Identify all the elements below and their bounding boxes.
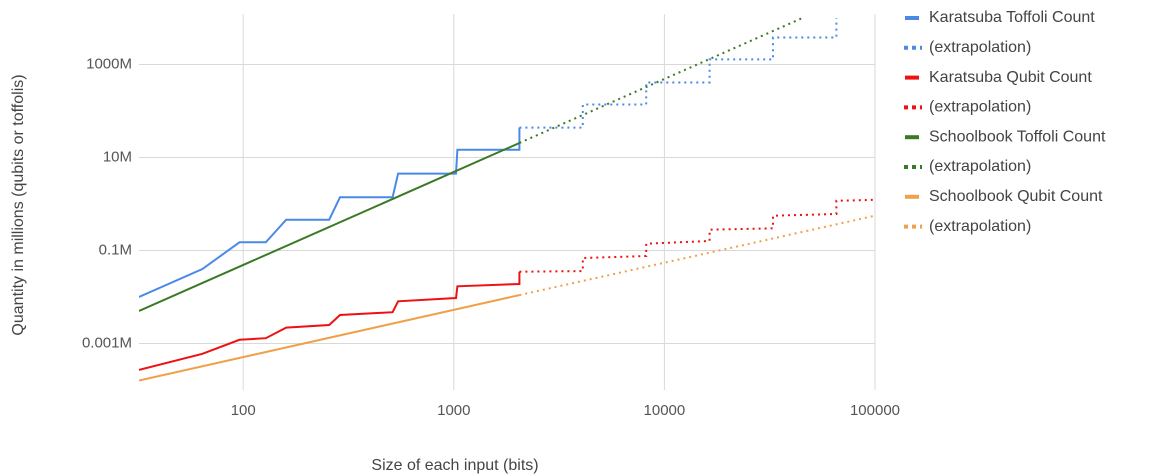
series-line [519, 18, 838, 129]
x-tick-label: 10000 [644, 402, 686, 419]
series-line [139, 142, 520, 312]
y-tick-label: 0.1M [99, 241, 132, 258]
series-line [139, 127, 521, 298]
legend-label: (extrapolation) [929, 39, 1031, 56]
x-axis-title: Size of each input (bits) [371, 457, 538, 474]
plot-lines [139, 17, 876, 382]
x-tick-label: 100000 [850, 402, 900, 419]
y-tick-label: 10M [103, 148, 132, 165]
legend-label: (extrapolation) [929, 218, 1031, 235]
series-line [139, 294, 520, 382]
series-line [518, 17, 803, 144]
y-tick-label: 0.001M [82, 334, 132, 351]
x-tick-label: 1000 [437, 402, 470, 419]
legend-label: (extrapolation) [929, 158, 1031, 175]
legend-label: Schoolbook Qubit Count [929, 188, 1103, 205]
series-line [519, 198, 876, 273]
series-line [139, 271, 521, 371]
legend-label: Karatsuba Toffoli Count [929, 9, 1095, 26]
y-axis-title: Quantity in millions (qubits or toffolis… [10, 74, 27, 335]
legend-label: Karatsuba Qubit Count [929, 69, 1092, 86]
legend-label: (extrapolation) [929, 99, 1031, 116]
legend-label: Schoolbook Toffoli Count [929, 128, 1106, 145]
grid: 100 1000 10000 100000 0.001M 0.1M 10M 1000M [82, 14, 900, 419]
legend: Karatsuba Toffoli Count (extrapolation) Ka… [904, 9, 1106, 235]
series-line [519, 214, 876, 297]
x-tick-label: 100 [231, 402, 256, 419]
y-tick-label: 1000M [86, 55, 132, 72]
